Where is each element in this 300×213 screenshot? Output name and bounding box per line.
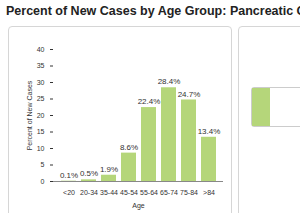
svg-text:0.1%: 0.1% — [60, 171, 78, 180]
svg-text:35-44: 35-44 — [100, 189, 118, 196]
svg-text:55-64: 55-64 — [140, 189, 158, 196]
svg-text:5: 5 — [41, 161, 45, 168]
svg-text:45-54: 45-54 — [120, 189, 138, 196]
svg-text:25: 25 — [37, 95, 45, 102]
svg-text:Percent of New Cases: Percent of New Cases — [26, 80, 33, 150]
svg-text:35: 35 — [37, 62, 45, 69]
svg-text:24.7%: 24.7% — [178, 90, 201, 99]
svg-text:22.4%: 22.4% — [138, 97, 161, 106]
svg-text:0: 0 — [41, 178, 45, 185]
svg-text:20-34: 20-34 — [80, 189, 98, 196]
svg-text:1.9%: 1.9% — [100, 165, 118, 174]
svg-text:30: 30 — [37, 79, 45, 86]
svg-text:0.5%: 0.5% — [80, 169, 98, 178]
svg-text:28.4%: 28.4% — [158, 77, 181, 86]
svg-text:65-74: 65-74 — [160, 189, 178, 196]
svg-text:Age: Age — [132, 202, 145, 210]
svg-text:40: 40 — [37, 46, 45, 53]
svg-text:15: 15 — [37, 128, 45, 135]
svg-text:75-84: 75-84 — [180, 189, 198, 196]
svg-text:8.6%: 8.6% — [120, 143, 138, 152]
svg-text:>84: >84 — [203, 189, 215, 196]
svg-text:10: 10 — [37, 145, 45, 152]
svg-text:13.4%: 13.4% — [198, 127, 221, 136]
svg-text:<20: <20 — [63, 189, 75, 196]
svg-text:20: 20 — [37, 112, 45, 119]
